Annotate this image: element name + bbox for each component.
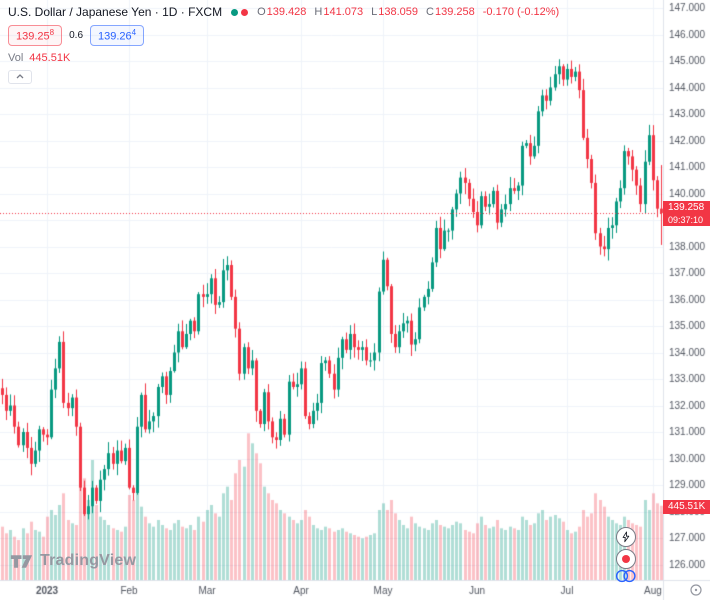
bid-price-pipette: 8 xyxy=(49,28,55,37)
red-dot-icon xyxy=(622,555,630,563)
tradingview-wordmark: TradingView xyxy=(40,552,137,569)
buy-button[interactable]: 139.264 xyxy=(90,25,145,46)
market-status-dots[interactable] xyxy=(231,8,249,16)
collapse-legend-button[interactable] xyxy=(8,69,32,84)
chevron-up-icon xyxy=(16,74,24,79)
ask-price-pipette: 4 xyxy=(131,28,137,37)
change-value: -0.170 (-0.12%) xyxy=(482,6,560,18)
bar-countdown: 09:37:10 xyxy=(668,215,704,225)
ask-price: 139.26 xyxy=(98,30,132,43)
high-label: H xyxy=(314,6,323,18)
volume-value: 445.51K xyxy=(29,51,71,64)
low-readout: L 138.059 xyxy=(371,6,418,18)
spread-value: 0.6 xyxy=(69,29,84,41)
chart-legend: U.S. Dollar / Japanese Yen · 1D · FXCM O… xyxy=(8,4,559,84)
last-price-value: 139.258 xyxy=(668,202,705,213)
close-value: 139.258 xyxy=(434,6,475,18)
status-dot-red-icon xyxy=(241,8,249,16)
close-label: C xyxy=(426,6,434,18)
volume-axis-badge: 445.51K xyxy=(663,500,710,514)
tradingview-logomark-icon xyxy=(10,554,33,568)
high-value: 141.073 xyxy=(323,6,364,18)
bid-price: 139.25 xyxy=(16,30,50,43)
open-readout: O 139.428 xyxy=(257,6,306,18)
lightning-button[interactable] xyxy=(616,527,636,547)
record-button[interactable] xyxy=(616,549,636,569)
low-label: L xyxy=(371,6,378,18)
tradingview-logo[interactable]: TradingView xyxy=(10,552,136,570)
time-axis-settings-icon[interactable] xyxy=(689,583,703,597)
high-readout: H 141.073 xyxy=(314,6,363,18)
last-price-axis-badge: 139.258 09:37:10 xyxy=(663,201,710,226)
volume-label: Vol xyxy=(8,51,24,64)
status-dot-green-icon xyxy=(231,8,239,16)
ohlc-readout: O 139.428 H 141.073 L 138.059 C 139.258 -0.1… xyxy=(257,6,559,18)
open-value: 139.428 xyxy=(266,6,307,18)
overlapping-circles-icon xyxy=(615,569,636,583)
symbol-title[interactable]: U.S. Dollar / Japanese Yen · 1D · FXCM xyxy=(8,5,223,19)
low-value: 138.059 xyxy=(378,6,419,18)
circle-dot-icon xyxy=(690,584,702,596)
open-label: O xyxy=(257,6,266,18)
overlapping-circles-button[interactable] xyxy=(613,568,639,584)
lightning-icon xyxy=(622,531,630,543)
sell-button[interactable]: 139.258 xyxy=(8,25,63,46)
close-readout: C 139.258 xyxy=(426,6,475,18)
